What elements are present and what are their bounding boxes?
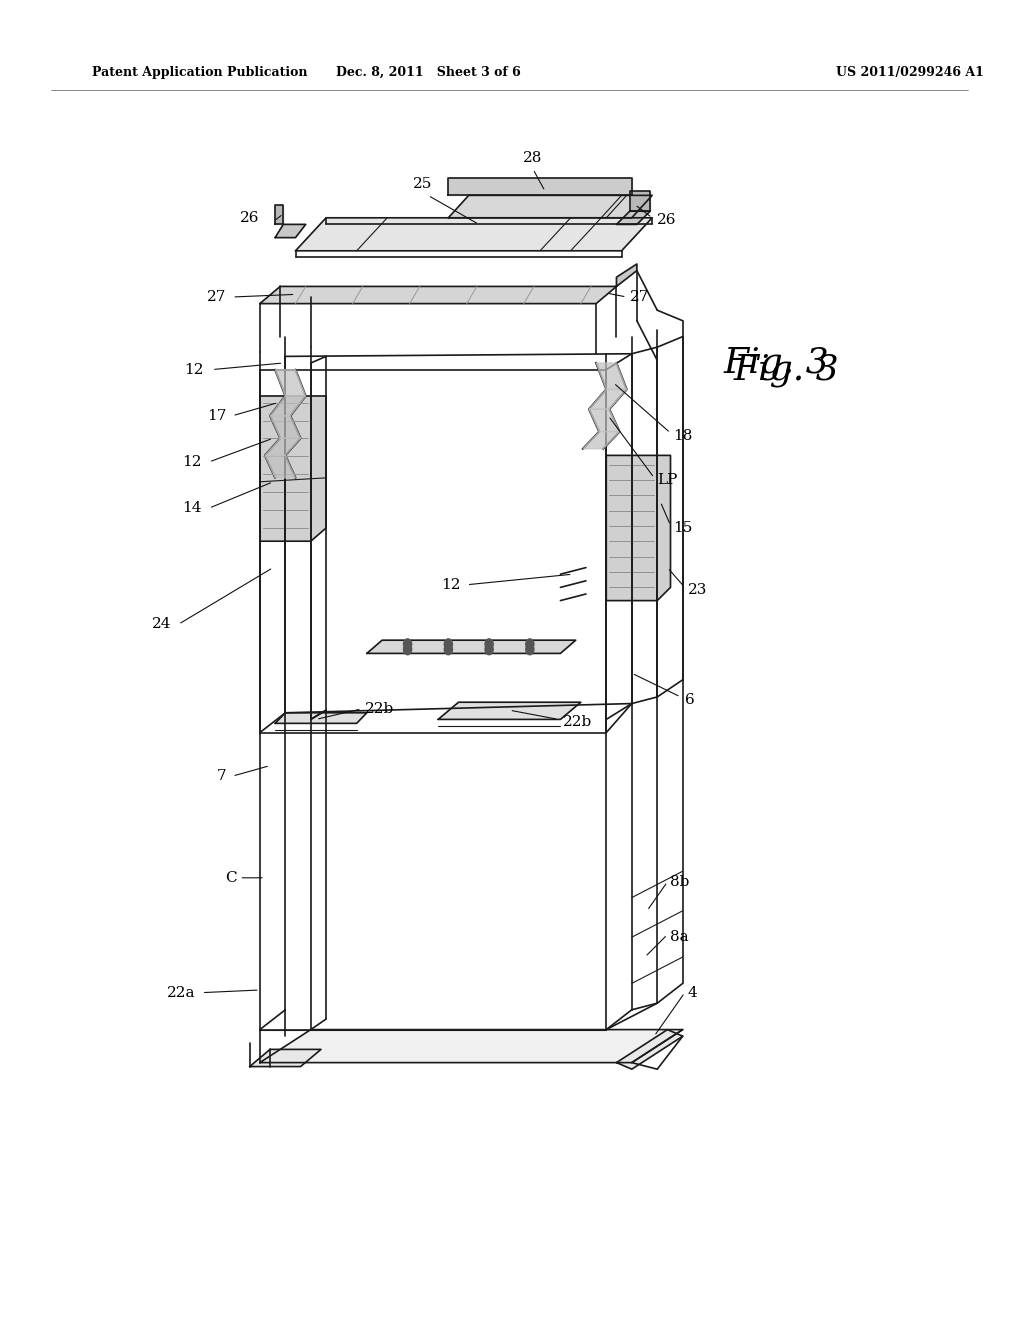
Polygon shape [250,1049,321,1067]
Text: 17: 17 [207,409,226,422]
Circle shape [444,639,453,649]
Text: 25: 25 [414,177,432,191]
Polygon shape [275,224,306,238]
Circle shape [525,639,534,649]
Text: 8b: 8b [671,875,690,888]
Polygon shape [616,264,637,286]
Polygon shape [449,178,632,195]
Text: Fig. 3: Fig. 3 [724,346,829,380]
Circle shape [444,644,453,655]
Text: US 2011/0299246 A1: US 2011/0299246 A1 [836,66,983,79]
Text: LP: LP [657,474,678,487]
Polygon shape [265,455,296,478]
Polygon shape [596,363,627,389]
Text: 14: 14 [182,502,202,515]
Circle shape [403,644,412,655]
Circle shape [485,639,494,649]
Polygon shape [275,713,367,723]
Polygon shape [630,191,650,211]
Polygon shape [265,438,301,455]
Circle shape [485,644,494,655]
Text: 6: 6 [685,693,694,706]
Polygon shape [296,218,652,251]
Polygon shape [260,286,616,304]
Polygon shape [589,409,620,432]
Polygon shape [275,205,284,224]
Polygon shape [589,389,627,409]
Text: 15: 15 [674,521,693,535]
Text: 7: 7 [217,770,226,783]
Text: Patent Application Publication: Patent Application Publication [92,66,307,79]
Text: Fig. 3: Fig. 3 [733,352,840,387]
Text: 12: 12 [184,363,204,376]
Polygon shape [270,396,306,416]
Text: 12: 12 [441,578,461,591]
Circle shape [403,639,412,649]
Polygon shape [260,396,326,541]
Polygon shape [438,702,581,719]
Text: 26: 26 [657,214,677,227]
Text: C: C [225,871,237,884]
Text: 24: 24 [152,618,171,631]
Polygon shape [616,1030,683,1069]
Polygon shape [606,455,671,601]
Text: 22a: 22a [167,986,196,999]
Polygon shape [275,370,306,396]
Text: 4: 4 [688,986,697,999]
Polygon shape [270,416,301,438]
Text: 22b: 22b [562,715,592,729]
Text: 22b: 22b [365,702,394,715]
Circle shape [525,644,534,655]
Text: 12: 12 [182,455,202,469]
Polygon shape [449,195,652,218]
Text: 23: 23 [688,583,708,597]
Text: 18: 18 [674,429,693,442]
Text: 27: 27 [207,290,226,304]
Text: 8a: 8a [671,931,689,944]
Polygon shape [583,432,620,449]
Polygon shape [616,211,650,224]
Text: 26: 26 [241,211,260,224]
Polygon shape [367,640,575,653]
Text: 28: 28 [523,150,543,165]
Polygon shape [260,1030,683,1063]
Text: 27: 27 [630,290,649,304]
Text: Dec. 8, 2011   Sheet 3 of 6: Dec. 8, 2011 Sheet 3 of 6 [336,66,520,79]
